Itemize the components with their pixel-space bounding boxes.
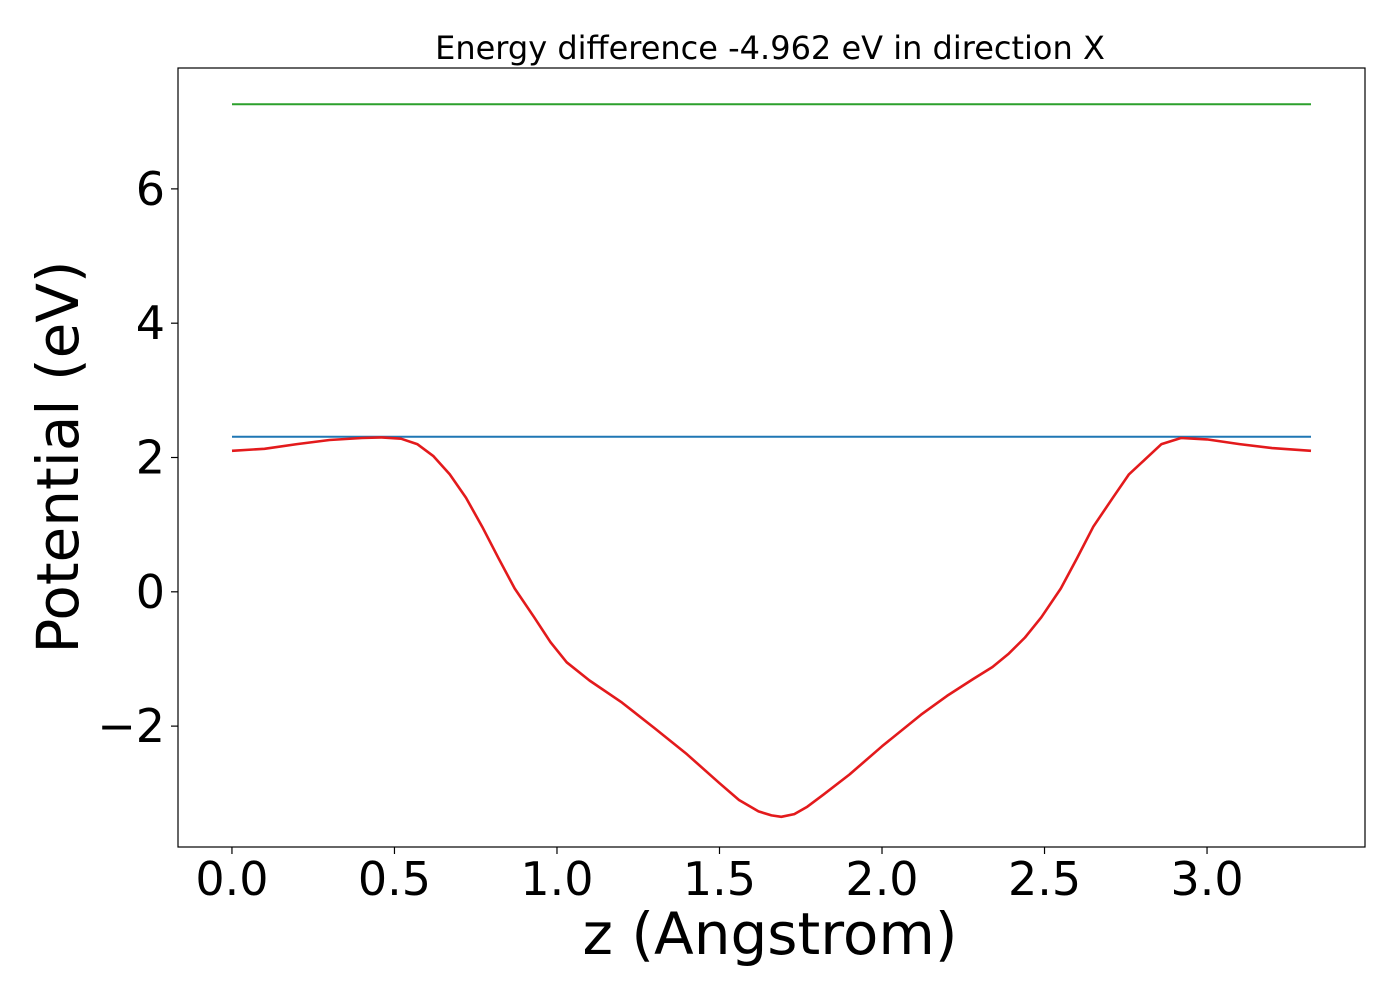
plot-lines: [231, 103, 1312, 819]
plot-frame: [177, 67, 1366, 848]
x-tick-label: 1.0: [520, 852, 593, 906]
x-tick-label: 3.0: [1170, 852, 1243, 906]
y-tick-label: −2: [97, 699, 165, 753]
chart-title: Energy difference -4.962 eV in direction…: [435, 29, 1105, 67]
x-tick-label: 2.5: [1008, 852, 1081, 906]
red-potential-line: [231, 436, 1312, 819]
y-tick-label: 4: [136, 296, 165, 350]
x-tick-label: 2.0: [845, 852, 918, 906]
x-tick-label: 0.0: [195, 852, 268, 906]
y-axis-label: Potential (eV): [24, 260, 92, 653]
y-tick-label: 2: [136, 431, 165, 485]
x-axis-ticks: 0.0 0.5 1.0 1.5 2.0 2.5 3.0: [195, 847, 1244, 906]
y-tick-label: 0: [136, 565, 165, 619]
x-tick-label: 0.5: [358, 852, 431, 906]
x-axis-label: z (Angstrom): [583, 900, 958, 968]
x-tick-label: 1.5: [683, 852, 756, 906]
y-axis-ticks: −2 0 2 4 6: [97, 162, 178, 753]
y-tick-label: 6: [136, 162, 165, 216]
